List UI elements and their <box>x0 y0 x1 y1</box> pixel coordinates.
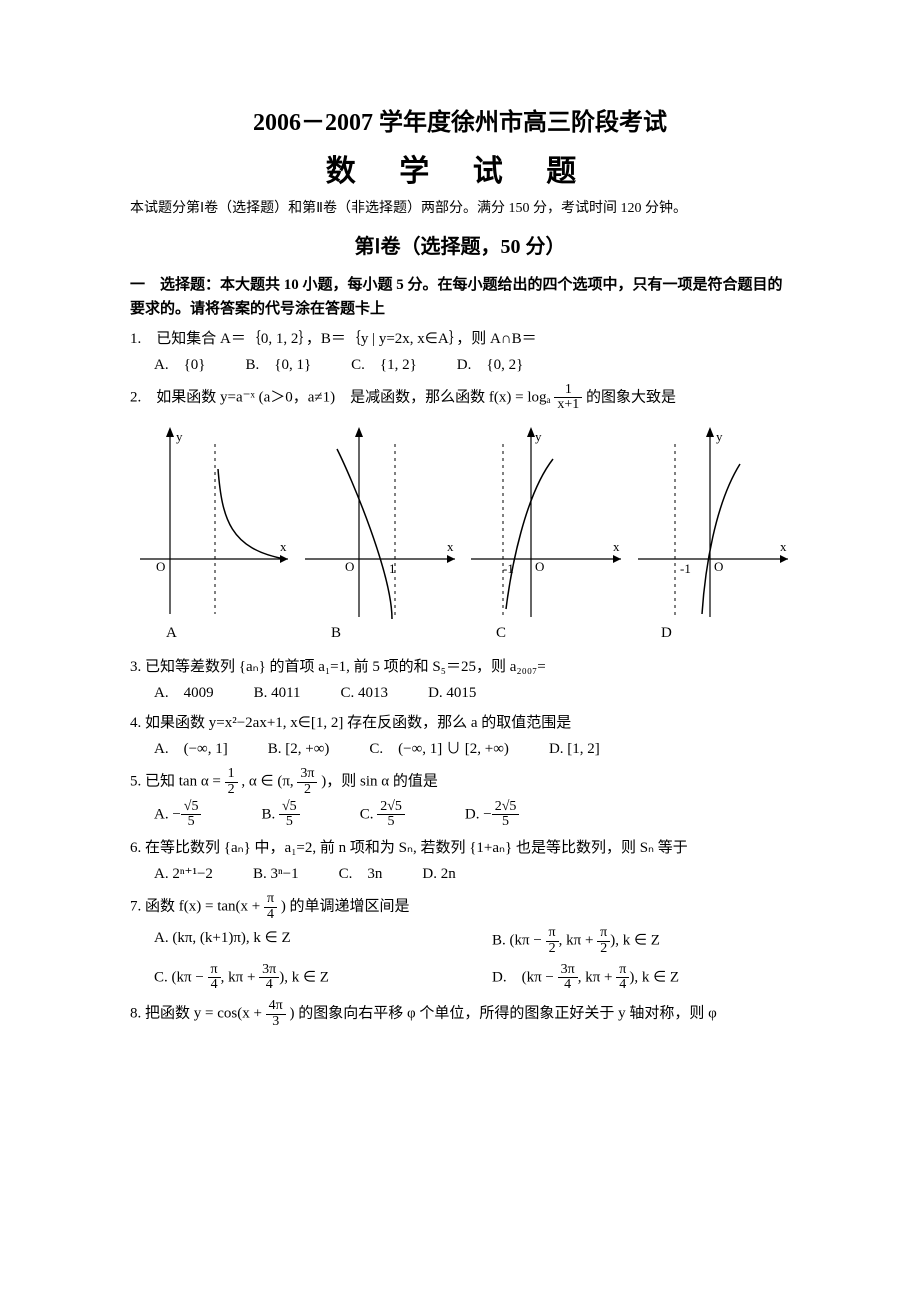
question-3: 3. 已知等差数列 {aₙ} 的首项 a₁=1, 前 5 项的和 S₅＝25，则… <box>130 655 790 705</box>
q5-stem-post: )，则 sin α 的值是 <box>321 774 438 790</box>
q4-opt-a: A. (−∞, 1] <box>154 737 228 761</box>
exam-title-line1: 2006－2007 学年度徐州市高三阶段考试 <box>130 104 790 142</box>
q5-opt-b: B. √55 <box>261 800 299 830</box>
question-5: 5. 已知 tan α = 12 , α ∈ (π, 3π2 )，则 sin α… <box>130 767 790 830</box>
q4-opt-d: D. [1, 2] <box>549 737 600 761</box>
q1-opt-b: B. {0, 1} <box>245 353 311 377</box>
svg-text:O: O <box>345 559 354 574</box>
q7-stem-pre: 7. 函数 f(x) = tan(x + <box>130 899 264 915</box>
question-8: 8. 把函数 y = cos(x + 4π3 ) 的图象向右平移 φ 个单位，所… <box>130 999 790 1029</box>
svg-text:-1: -1 <box>503 561 514 576</box>
q6-opt-b: B. 3ⁿ−1 <box>253 862 299 886</box>
q5-opt-d: D. −2√55 <box>465 800 519 830</box>
q4-opt-b: B. [2, +∞) <box>268 737 330 761</box>
q2-chart-d: O -1 y x <box>630 419 790 619</box>
q7-opt-b: B. (kπ − π2, kπ + π2), k ∈ Z <box>492 926 790 956</box>
q2-label-d: D <box>625 621 790 645</box>
q2-chart-c: O -1 y x <box>463 419 623 619</box>
section-instructions: 一 选择题：本大题共 10 小题，每小题 5 分。在每小题给出的四个选项中，只有… <box>130 273 790 321</box>
q2-label-c: C <box>460 621 625 645</box>
q2-label-a: A <box>130 621 295 645</box>
q7-opt-c: C. (kπ − π4, kπ + 3π4), k ∈ Z <box>154 963 452 993</box>
q2-frac-num: 1 <box>554 383 582 399</box>
q1-opt-c: C. {1, 2} <box>351 353 417 377</box>
question-1: 1. 已知集合 A＝｛0, 1, 2｝，B＝｛y | y=2x, x∈A｝，则 … <box>130 327 790 377</box>
q1-opt-a: A. {0} <box>154 353 205 377</box>
question-4: 4. 如果函数 y=x²−2ax+1, x∈[1, 2] 存在反函数，那么 a … <box>130 711 790 761</box>
svg-text:y: y <box>535 429 542 444</box>
q7-stem-post: ) 的单调递增区间是 <box>281 899 410 915</box>
q4-opt-c: C. (−∞, 1] ∪ [2, +∞) <box>369 737 509 761</box>
q2-stem-pre: 2. 如果函数 y=a⁻ˣ (a＞0，a≠1) 是减函数，那么函数 f(x) =… <box>130 389 554 405</box>
question-2: 2. 如果函数 y=a⁻ˣ (a＞0，a≠1) 是减函数，那么函数 f(x) =… <box>130 383 790 645</box>
q2-stem: 2. 如果函数 y=a⁻ˣ (a＞0，a≠1) 是减函数，那么函数 f(x) =… <box>130 383 790 413</box>
q5-opt-a: A. −√55 <box>154 800 201 830</box>
q2-frac-den: x+1 <box>554 398 582 413</box>
q7-frac: π4 <box>264 892 277 922</box>
q1-opt-d: D. {0, 2} <box>457 353 523 377</box>
q6-stem: 6. 在等比数列 {aₙ} 中，a₁=2, 前 n 项和为 Sₙ, 若数列 {1… <box>130 836 790 860</box>
q4-stem: 4. 如果函数 y=x²−2ax+1, x∈[1, 2] 存在反函数，那么 a … <box>130 711 790 735</box>
q3-opt-a: A. 4009 <box>154 681 214 705</box>
svg-text:x: x <box>280 539 287 554</box>
question-7: 7. 函数 f(x) = tan(x + π4 ) 的单调递增区间是 A. (k… <box>130 892 790 993</box>
section-heading: 第Ⅰ卷（选择题，50 分） <box>130 231 790 263</box>
q5-stem-mid: , α ∈ (π, <box>241 774 297 790</box>
q3-stem: 3. 已知等差数列 {aₙ} 的首项 a₁=1, 前 5 项的和 S₅＝25，则… <box>130 655 790 679</box>
svg-text:x: x <box>447 539 454 554</box>
q6-opt-d: D. 2n <box>422 862 455 886</box>
q7-opt-d: D. (kπ − 3π4, kπ + π4), k ∈ Z <box>492 963 790 993</box>
svg-text:-1: -1 <box>680 561 691 576</box>
q1-stem: 1. 已知集合 A＝｛0, 1, 2｝，B＝｛y | y=2x, x∈A｝，则 … <box>130 327 790 351</box>
q3-opt-c: C. 4013 <box>341 681 389 705</box>
svg-text:x: x <box>780 539 787 554</box>
q3-opt-b: B. 4011 <box>254 681 301 705</box>
q2-chart-labels: A B C D <box>130 621 790 645</box>
svg-text:O: O <box>156 559 165 574</box>
q5-stem: 5. 已知 tan α = 12 , α ∈ (π, 3π2 )，则 sin α… <box>130 767 790 797</box>
q2-fraction: 1 x+1 <box>554 383 582 413</box>
q6-opt-c: C. 3n <box>339 862 383 886</box>
q3-opt-d: D. 4015 <box>428 681 476 705</box>
q2-chart-a: O y x <box>130 419 290 619</box>
exam-subtitle: 本试题分第Ⅰ卷（选择题）和第Ⅱ卷（非选择题）两部分。满分 150 分，考试时间 … <box>130 198 790 220</box>
q5-opt-c: C. 2√55 <box>360 800 405 830</box>
svg-text:O: O <box>535 559 544 574</box>
svg-text:y: y <box>716 429 723 444</box>
q2-chart-b: O 1 x <box>297 419 457 619</box>
q8-frac: 4π3 <box>266 999 286 1029</box>
q8-stem: 8. 把函数 y = cos(x + 4π3 ) 的图象向右平移 φ 个单位，所… <box>130 999 790 1029</box>
q2-stem-post: 的图象大致是 <box>586 389 676 405</box>
q2-label-b: B <box>295 621 460 645</box>
exam-title-line2: 数 学 试 题 <box>130 148 790 196</box>
svg-text:1: 1 <box>389 561 396 576</box>
q7-stem: 7. 函数 f(x) = tan(x + π4 ) 的单调递增区间是 <box>130 892 790 922</box>
q7-opt-a: A. (kπ, (k+1)π), k ∈ Z <box>154 926 452 956</box>
q6-opt-a: A. 2ⁿ⁺¹−2 <box>154 862 213 886</box>
q2-charts-row: O y x O 1 x O -1 y x <box>130 419 790 619</box>
question-6: 6. 在等比数列 {aₙ} 中，a₁=2, 前 n 项和为 Sₙ, 若数列 {1… <box>130 836 790 886</box>
svg-text:x: x <box>613 539 620 554</box>
svg-text:O: O <box>714 559 723 574</box>
q5-frac1: 12 <box>225 767 238 797</box>
q5-frac2: 3π2 <box>297 767 317 797</box>
q8-stem-post: ) 的图象向右平移 φ 个单位，所得的图象正好关于 y 轴对称，则 φ <box>290 1006 717 1022</box>
q8-stem-pre: 8. 把函数 y = cos(x + <box>130 1006 266 1022</box>
q5-stem-pre: 5. 已知 tan α = <box>130 774 225 790</box>
svg-text:y: y <box>176 429 183 444</box>
